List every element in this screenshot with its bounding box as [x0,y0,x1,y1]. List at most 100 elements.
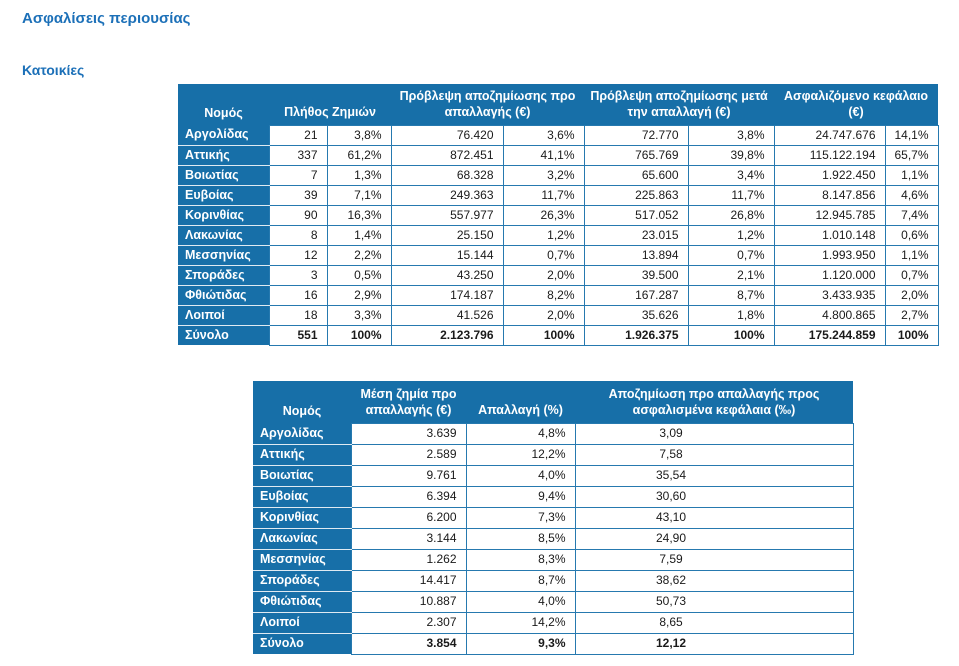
table-row: Αργολίδας 21 3,8% 76.420 3,6% 72.770 3,8% 24.74… [178,124,939,146]
cell-meta: 1.926.375 [583,324,689,346]
cell-pro: 174.187 [390,284,504,306]
cell-mesi: 2.307 [350,611,467,634]
cell-count_pct: 3,3% [326,304,392,326]
cell-meta_pct: 3,8% [687,124,775,146]
cell-pro: 68.328 [390,164,504,186]
cell-meta_pct: 2,1% [687,264,775,286]
header-claim-to-capital-ratio: Αποζημίωση προ απαλλαγής προς ασφαλισμέν… [575,381,853,423]
cell-kefalaio_pct: 4,6% [884,184,939,206]
cell-pro: 872.451 [390,144,504,166]
cell-mesi: 3.639 [350,422,467,445]
table-row: Φθιώτιδας 10.887 4,0% 50,73 [253,590,854,613]
cell-count: 337 [268,144,328,166]
cell-meta: 517.052 [583,204,689,226]
table-row: Αττικής 2.589 12,2% 7,58 [253,443,854,466]
cell-count: 7 [268,164,328,186]
cell-meta: 72.770 [583,124,689,146]
cell-pro_pct: 8,2% [502,284,585,306]
row-label-nomos: Σποράδες [253,569,351,592]
cell-apallagi: 4,8% [465,422,576,445]
cell-kefalaio: 1.993.950 [773,244,886,266]
cell-pro_pct: 2,0% [502,264,585,286]
cell-analogia: 50,73 [574,590,854,613]
row-label-nomos: Σποράδες [178,264,269,286]
row-label-nomos: Μεσσηνίας [253,548,351,571]
cell-apallagi: 14,2% [465,611,576,634]
cell-pro_pct: 41,1% [502,144,585,166]
table-row: Σποράδες 3 0,5% 43.250 2,0% 39.500 2,1% 1.120.0… [178,264,939,286]
cell-analogia: 12,12 [574,632,854,655]
row-label-nomos: Λοιποί [253,611,351,634]
table-row: Λακωνίας 8 1,4% 25.150 1,2% 23.015 1,2% 1.010.1… [178,224,939,246]
header-provision-after-deductible: Πρόβλεψη αποζημίωσης μετά την απαλλαγή (… [584,84,775,125]
cell-kefalaio: 1.922.450 [773,164,886,186]
cell-apallagi: 8,7% [465,569,576,592]
cell-meta: 23.015 [583,224,689,246]
cell-mesi: 3.144 [350,527,467,550]
table-row: Βοιωτίας 7 1,3% 68.328 3,2% 65.600 3,4% 1.922.4… [178,164,939,186]
cell-mesi: 6.200 [350,506,467,529]
cell-pro_pct: 11,7% [502,184,585,206]
cell-analogia: 35,54 [574,464,854,487]
row-label-nomos: Λοιποί [178,304,269,326]
table-row: Μεσσηνίας 12 2,2% 15.144 0,7% 13.894 0,7% 1.993… [178,244,939,266]
cell-count_pct: 16,3% [326,204,392,226]
cell-kefalaio: 24.747.676 [773,124,886,146]
cell-count_pct: 1,3% [326,164,392,186]
cell-count_pct: 3,8% [326,124,392,146]
row-label-nomos: Κορινθίας [253,506,351,529]
cell-mesi: 14.417 [350,569,467,592]
cell-analogia: 30,60 [574,485,854,508]
row-label-nomos: Λακωνίας [178,224,269,246]
cell-count: 39 [268,184,328,206]
cell-kefalaio_pct: 7,4% [884,204,939,226]
cell-mesi: 10.887 [350,590,467,613]
row-label-nomos: Ευβοίας [253,485,351,508]
row-label-nomos: Αττικής [253,443,351,466]
cell-analogia: 8,65 [574,611,854,634]
cell-mesi: 1.262 [350,548,467,571]
cell-pro: 2.123.796 [390,324,504,346]
cell-pro: 43.250 [390,264,504,286]
cell-kefalaio: 4.800.865 [773,304,886,326]
header-insured-capital: Ασφαλιζόμενο κεφάλαιο (€) [774,84,939,125]
cell-count: 18 [268,304,328,326]
total-row: Σύνολο 551 100% 2.123.796 100% 1.926.375 100% 1… [178,324,939,346]
cell-meta_pct: 0,7% [687,244,775,266]
cell-apallagi: 8,5% [465,527,576,550]
cell-count_pct: 0,5% [326,264,392,286]
cell-mesi: 6.394 [350,485,467,508]
cell-kefalaio: 12.945.785 [773,204,886,226]
cell-kefalaio_pct: 1,1% [884,164,939,186]
cell-pro: 249.363 [390,184,504,206]
row-label-nomos: Φθιώτιδας [253,590,351,613]
row-label-nomos: Αττικής [178,144,269,166]
header-average-loss: Μέση ζημία προ απαλλαγής (€) [351,381,466,423]
cell-kefalaio: 1.010.148 [773,224,886,246]
page-title: Ασφαλίσεις περιουσίας [22,10,191,27]
cell-count: 551 [268,324,328,346]
cell-kefalaio_pct: 0,7% [884,264,939,286]
row-label-nomos: Σύνολο [178,324,269,345]
cell-pro_pct: 2,0% [502,304,585,326]
cell-pro: 15.144 [390,244,504,266]
cell-count: 16 [268,284,328,306]
cell-count: 8 [268,224,328,246]
section-title-residences: Κατοικίες [22,62,85,78]
cell-count: 90 [268,204,328,226]
cell-pro: 41.526 [390,304,504,326]
cell-pro: 25.150 [390,224,504,246]
row-label-nomos: Αργολίδας [178,125,269,146]
table-row: Λοιποί 2.307 14,2% 8,65 [253,611,854,634]
cell-kefalaio: 3.433.935 [773,284,886,306]
cell-kefalaio_pct: 2,0% [884,284,939,306]
property-claims-by-prefecture-table: Νομός Πλήθος Ζημιών Πρόβλεψη αποζημίωσης… [178,84,939,346]
cell-meta: 765.769 [583,144,689,166]
cell-meta: 39.500 [583,264,689,286]
row-label-nomos: Αργολίδας [253,423,351,445]
cell-meta_pct: 26,8% [687,204,775,226]
cell-kefalaio_pct: 1,1% [884,244,939,266]
header-nomos: Νομός [253,381,351,423]
cell-apallagi: 9,4% [465,485,576,508]
row-label-nomos: Σύνολο [253,632,351,654]
